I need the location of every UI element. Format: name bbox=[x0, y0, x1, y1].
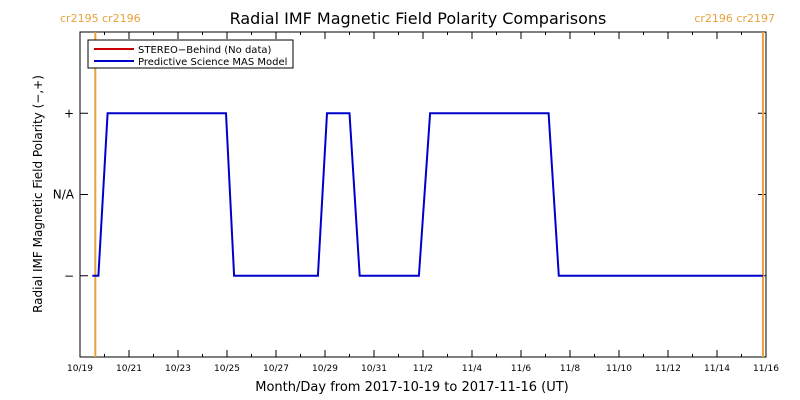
plot-area-frame bbox=[79, 31, 767, 358]
x-axis-label: Month/Day from 2017-10-19 to 2017-11-16 … bbox=[255, 380, 568, 395]
x-tick-label: 11/4 bbox=[462, 364, 482, 374]
x-tick-label: 11/8 bbox=[560, 364, 580, 374]
x-tick-label: 10/29 bbox=[312, 364, 338, 374]
x-tick-label: 10/23 bbox=[165, 364, 191, 374]
carrington-marker-label-left: cr2195 cr2196 bbox=[60, 12, 141, 25]
x-tick-label: 11/16 bbox=[753, 364, 779, 374]
x-tick-label: 10/19 bbox=[67, 364, 93, 374]
x-axis-ticks: 10/19 10/21 10/23 10/25 10/27 10/29 10/31 11/2 1… bbox=[67, 32, 779, 374]
series-line-1 bbox=[92, 112, 763, 277]
carrington-markers bbox=[94, 32, 764, 357]
chart-title: Radial IMF Magnetic Field Polarity Compa… bbox=[230, 9, 607, 28]
legend: STEREO−Behind (No data) Predictive Scien… bbox=[87, 39, 294, 69]
y-axis-levels: + N/A − bbox=[53, 106, 766, 283]
y-tick-label: N/A bbox=[53, 188, 75, 202]
x-tick-label: 11/12 bbox=[655, 364, 681, 374]
series-lines bbox=[92, 112, 763, 277]
x-tick-label: 11/6 bbox=[511, 364, 531, 374]
y-tick-label: + bbox=[64, 106, 74, 120]
x-tick-label: 11/10 bbox=[606, 364, 632, 374]
x-tick-label: 10/21 bbox=[116, 364, 142, 374]
y-axis-label: Radial IMF Magnetic Field Polarity (−,+) bbox=[31, 75, 45, 313]
x-tick-label: 10/25 bbox=[214, 364, 240, 374]
carrington-marker-label-right: cr2196 cr2197 bbox=[694, 12, 775, 25]
y-tick-label: − bbox=[64, 269, 74, 283]
legend-label-stereo-behind: STEREO−Behind (No data) bbox=[138, 45, 271, 56]
legend-box bbox=[87, 39, 294, 69]
x-tick-label: 10/27 bbox=[263, 364, 289, 374]
x-tick-label: 11/14 bbox=[704, 364, 730, 374]
x-tick-label: 11/2 bbox=[413, 364, 433, 374]
x-tick-label: 10/31 bbox=[361, 364, 387, 374]
legend-label-mas-model: Predictive Science MAS Model bbox=[138, 57, 287, 68]
